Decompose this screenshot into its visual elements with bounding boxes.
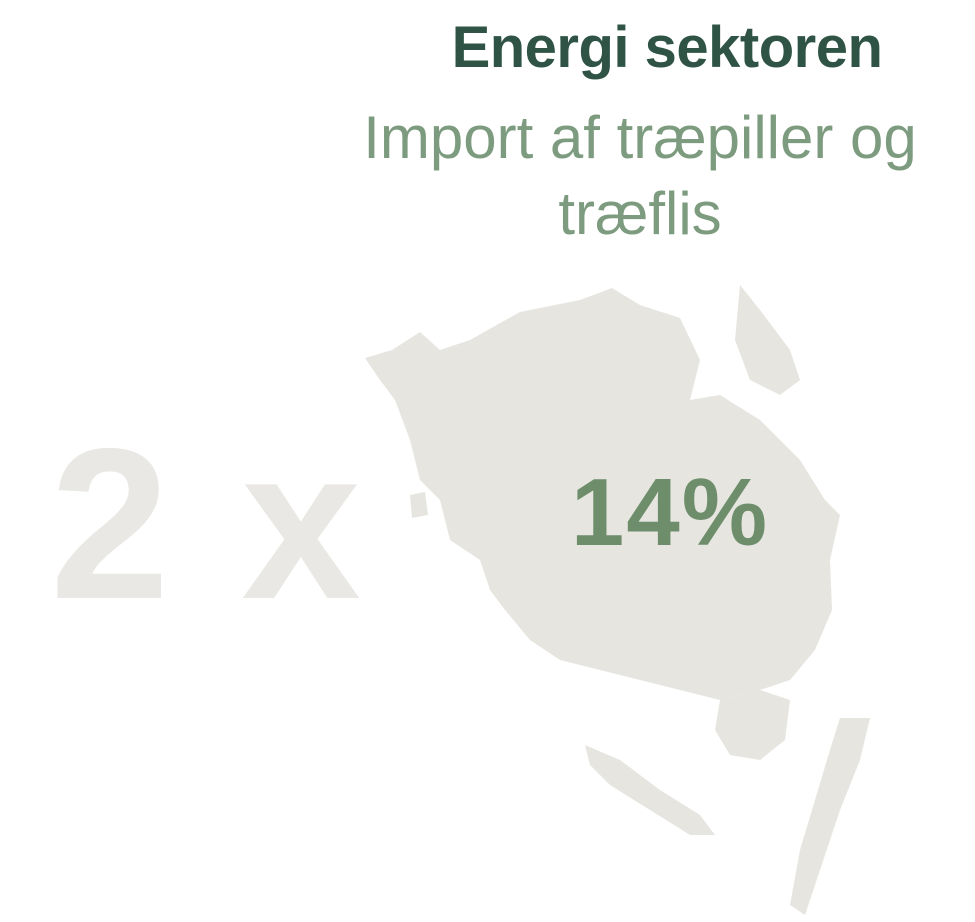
islet bbox=[410, 492, 428, 518]
multiplier: 2 x bbox=[50, 403, 367, 644]
island-aero bbox=[585, 745, 715, 835]
subtitle: Import af træpiller og træflis bbox=[363, 104, 917, 247]
title: Energi sektoren bbox=[451, 15, 883, 80]
island-main bbox=[365, 288, 840, 700]
share: 14% bbox=[570, 459, 770, 566]
island-south bbox=[715, 690, 790, 760]
island-langeland bbox=[790, 718, 870, 915]
peninsula bbox=[735, 285, 800, 395]
